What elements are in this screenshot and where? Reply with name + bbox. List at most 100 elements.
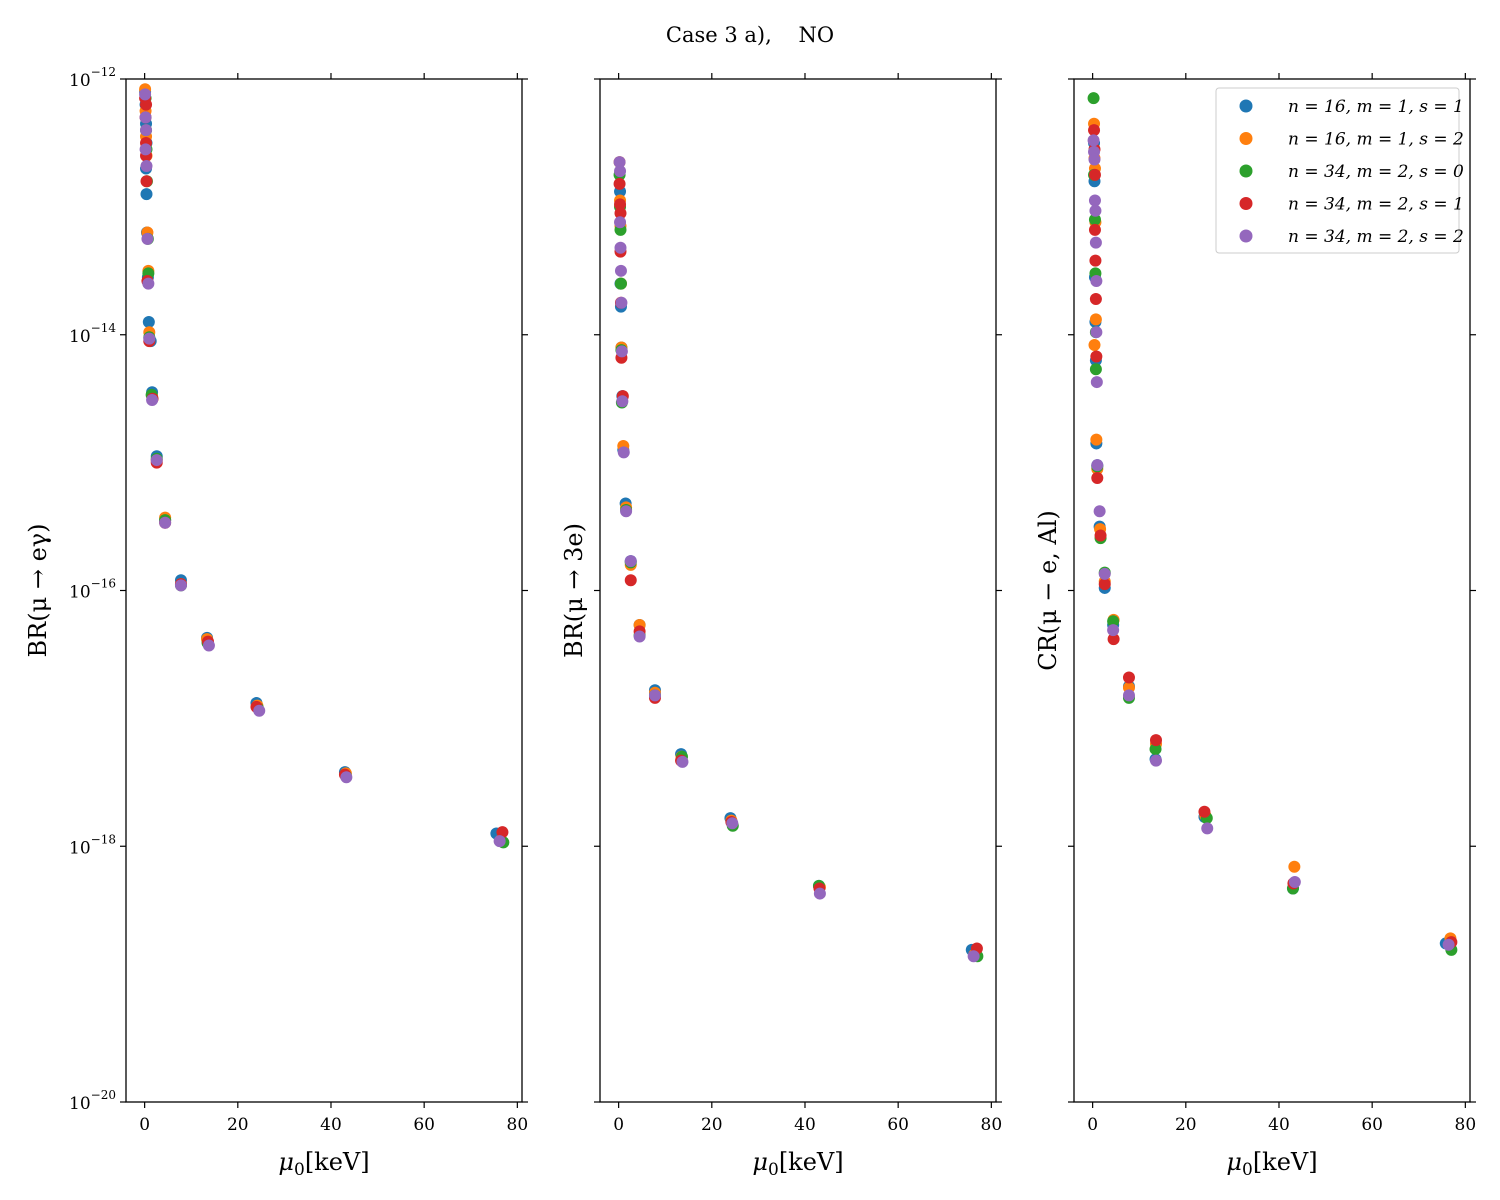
data-point — [813, 887, 826, 900]
data-point — [1149, 734, 1162, 747]
data-point — [1098, 578, 1111, 591]
series-n34_m2_s1 — [613, 177, 983, 955]
figure-title: Case 3 a), NO — [666, 23, 834, 47]
data-point — [1201, 822, 1214, 835]
y-axis-label: BR(μ → 3e) — [560, 523, 588, 658]
data-point — [1089, 292, 1102, 305]
data-point — [1088, 223, 1101, 236]
data-point — [202, 639, 215, 652]
panel-br-mu-e-gamma: 0 20 40 60 80 10−12 10−14 10−16 10−18 10−20 μ0[keV… — [24, 65, 528, 1180]
data-point — [340, 771, 353, 784]
y-axis-label: CR(μ − e, Al) — [1034, 510, 1062, 671]
data-point — [146, 393, 159, 406]
series-n34_m2_s2 — [1087, 134, 1455, 951]
data-point — [624, 574, 637, 587]
legend-box — [1215, 87, 1460, 254]
data-point — [1093, 505, 1106, 518]
data-point — [1089, 236, 1102, 249]
data-point — [726, 817, 739, 830]
data-point — [1090, 350, 1103, 363]
data-point — [1088, 153, 1101, 166]
series-n16_m1_s2 — [139, 83, 508, 846]
data-point — [613, 156, 626, 169]
data-point — [613, 177, 626, 190]
data-point — [150, 454, 163, 467]
x-tick-label: 80 — [507, 1115, 529, 1135]
legend-label: n = 16, m = 1, s = 1 — [1288, 97, 1464, 117]
series-n34_m2_s1 — [139, 92, 509, 839]
data-point — [676, 755, 689, 768]
data-point — [614, 165, 627, 178]
data-point — [140, 124, 153, 137]
x-tick-label: 0 — [139, 1115, 150, 1135]
panels: 0 20 40 60 80 10−12 10−14 10−16 10−18 10−20 μ0[keV… — [24, 65, 1476, 1180]
series-n34_m2_s2 — [613, 156, 980, 963]
data-point — [1088, 124, 1101, 137]
data-point — [1090, 326, 1103, 339]
legend-label: n = 34, m = 2, s = 1 — [1288, 195, 1464, 215]
data-point — [614, 277, 627, 290]
legend-label: n = 16, m = 1, s = 2 — [1288, 130, 1464, 150]
data-point — [614, 198, 627, 211]
data-point — [614, 216, 627, 229]
x-axis-label: μ0[keV] — [278, 1148, 369, 1180]
data-point — [616, 395, 629, 408]
axes-frame — [125, 78, 523, 1103]
y-tick-label: 10−18 — [69, 832, 116, 858]
data-point — [139, 111, 152, 124]
y-tick-label: 10−16 — [69, 577, 116, 603]
series-n34_m2_s2 — [139, 88, 506, 848]
data-point — [1090, 433, 1103, 446]
x-axis-label: μ0[keV] — [1226, 1148, 1317, 1180]
x-tick-label: 20 — [1175, 1115, 1197, 1135]
x-axis-label: μ0[keV] — [752, 1148, 843, 1180]
data-point — [614, 264, 627, 277]
data-point — [159, 516, 172, 529]
series-n16_m1_s1 — [139, 85, 503, 840]
legend-marker — [1239, 132, 1253, 145]
data-point — [633, 630, 646, 643]
data-point — [1107, 624, 1120, 637]
data-point — [140, 188, 153, 201]
legend-label: n = 34, m = 2, s = 0 — [1288, 162, 1464, 182]
data-point — [493, 835, 506, 848]
x-tick-label: 60 — [887, 1115, 909, 1135]
x-tick-label: 0 — [1087, 1115, 1098, 1135]
x-tick-label: 0 — [613, 1115, 624, 1135]
panel-cr-mu-e-al: 0 20 40 60 80 μ0[keV] CR(μ − e, Al) — [1034, 73, 1476, 1180]
data-point — [1088, 194, 1101, 207]
data-point — [624, 555, 637, 568]
data-point — [1091, 459, 1104, 472]
data-point — [1098, 567, 1111, 580]
data-point — [1149, 754, 1162, 767]
x-tick-label: 40 — [320, 1115, 342, 1135]
legend-marker — [1239, 197, 1253, 210]
x-tick-label: 60 — [1361, 1115, 1383, 1135]
data-point — [140, 159, 153, 172]
data-point — [614, 241, 627, 254]
data-point — [1089, 204, 1102, 217]
data-point — [1198, 805, 1211, 818]
y-tick-label: 10−20 — [69, 1088, 116, 1114]
data-point — [620, 505, 633, 518]
data-point — [615, 345, 628, 358]
legend-marker — [1239, 99, 1253, 113]
axes-frame — [599, 78, 997, 1103]
series-n34_m2_s0 — [139, 92, 510, 849]
data-point — [615, 296, 628, 309]
x-tick-label: 40 — [794, 1115, 816, 1135]
data-point — [142, 315, 155, 328]
data-point — [1090, 376, 1103, 389]
data-point — [174, 579, 187, 592]
data-point — [1088, 213, 1101, 226]
data-point — [142, 277, 155, 290]
data-point — [1149, 743, 1162, 756]
x-tick-label: 20 — [701, 1115, 723, 1135]
data-point — [1094, 529, 1107, 542]
panel-br-mu-3e: 0 20 40 60 80 μ0[keV] BR(μ → 3e) — [560, 73, 1002, 1180]
data-point — [1087, 134, 1100, 147]
data-point — [1288, 860, 1301, 873]
data-point — [617, 446, 630, 459]
data-point — [648, 689, 661, 702]
